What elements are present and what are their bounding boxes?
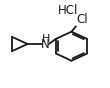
Text: Cl: Cl xyxy=(76,13,88,26)
Text: H: H xyxy=(41,34,50,44)
Text: N: N xyxy=(41,37,50,51)
Text: HCl: HCl xyxy=(58,4,78,17)
